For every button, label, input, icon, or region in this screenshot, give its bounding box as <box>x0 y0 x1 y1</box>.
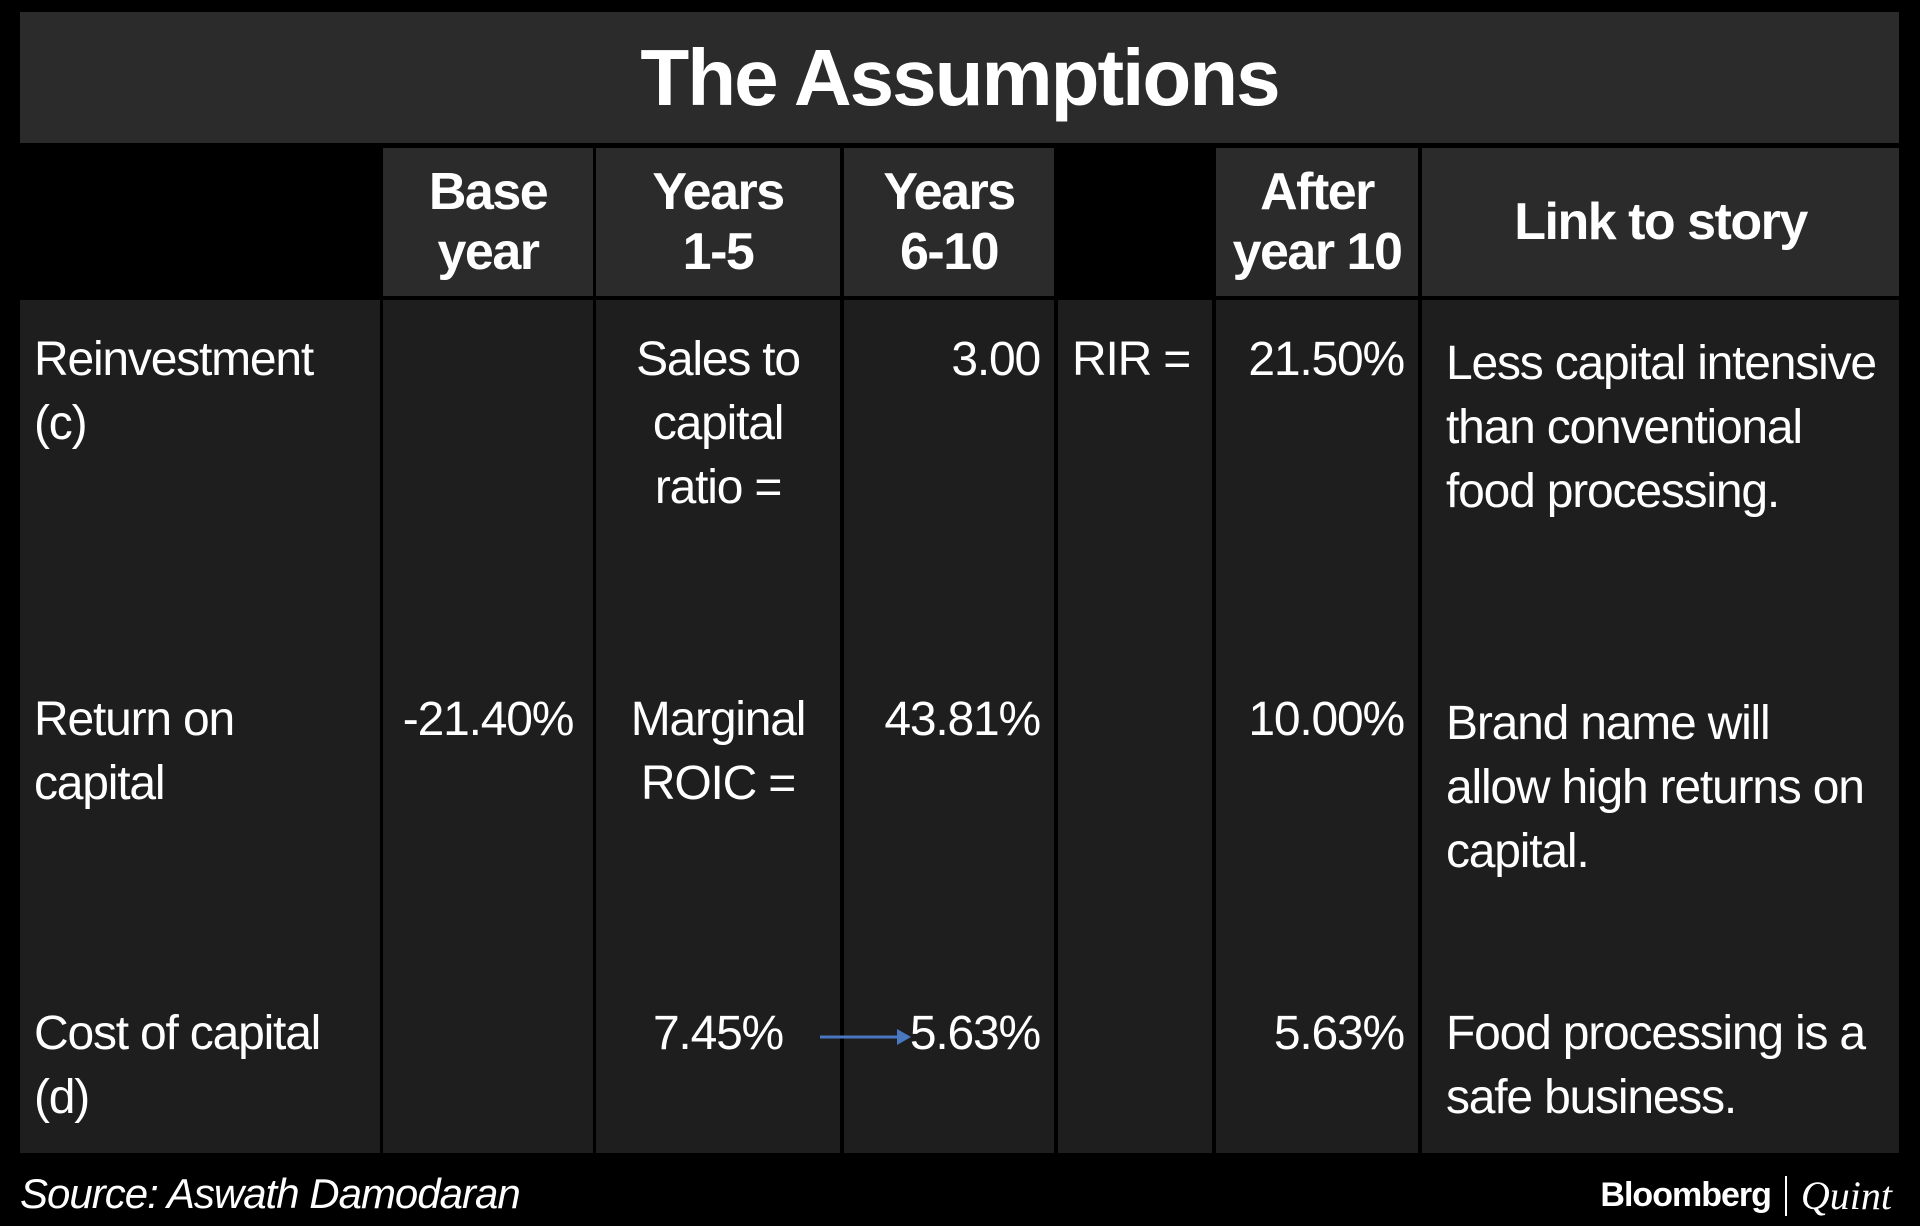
arrow <box>820 1029 911 1045</box>
brand: Bloomberg <box>1600 1176 1771 1214</box>
cell: -21.40% <box>402 693 575 746</box>
cell: 43.81% <box>884 693 1041 746</box>
header-text: Link to story <box>1514 193 1808 251</box>
cell: Brand name will allow high returns on ca… <box>1446 697 1865 878</box>
header-cell: Years 6-10 <box>844 148 1054 296</box>
link-column: Less capital intensive than conventional… <box>1422 300 1899 1153</box>
separator <box>1784 1175 1787 1216</box>
cell: RIR = <box>1072 333 1191 386</box>
row-label: Reinvestment (c) <box>34 333 314 450</box>
cell: Less capital intensive than conventional… <box>1446 337 1877 518</box>
cell: 3.00 <box>951 333 1041 386</box>
title: The Assumptions <box>20 12 1899 143</box>
header-cell: After year 10 <box>1216 148 1418 296</box>
cell: Marginal ROIC = <box>630 693 807 810</box>
header-text: Years 6-10 <box>883 163 1016 281</box>
cell: Sales to capital ratio = <box>636 333 801 514</box>
years-6-10-column: 3.00 43.81% 5.63% <box>844 300 1054 1153</box>
source: Source: Aswath Damodaran <box>20 1170 521 1217</box>
row-label: Return on capital <box>34 693 235 810</box>
partner: Quint <box>1800 1173 1892 1218</box>
logo: Bloomberg Quint <box>1600 1172 1892 1219</box>
header-blank <box>1058 148 1212 296</box>
header-text: After year 10 <box>1232 163 1403 281</box>
note-column: RIR = <box>1058 300 1212 1153</box>
header-cell: Base year <box>383 148 593 296</box>
header-cell: Years 1-5 <box>596 148 840 296</box>
base-year-column: -21.40% <box>383 300 593 1153</box>
after-year-10-column: 21.50% 10.00% 5.63% <box>1216 300 1418 1153</box>
cell: 10.00% <box>1248 693 1405 746</box>
row-label: Cost of capital (d) <box>34 1007 321 1124</box>
cell: 7.45% <box>652 1007 784 1060</box>
header-cell: Link to story <box>1422 148 1899 296</box>
header-blank <box>20 148 380 296</box>
cell: 5.63% <box>1273 1007 1405 1060</box>
years-1-5-column: Sales to capital ratio = Marginal ROIC =… <box>596 300 840 1153</box>
header-text: Base year <box>428 163 549 281</box>
cell: 5.63% <box>909 1007 1041 1060</box>
cell: 21.50% <box>1248 333 1405 386</box>
cell: Food processing is a safe business. <box>1446 1007 1866 1124</box>
header-text: Years 1-5 <box>652 163 785 281</box>
label-column: Reinvestment (c) Return on capital Cost … <box>20 300 380 1153</box>
